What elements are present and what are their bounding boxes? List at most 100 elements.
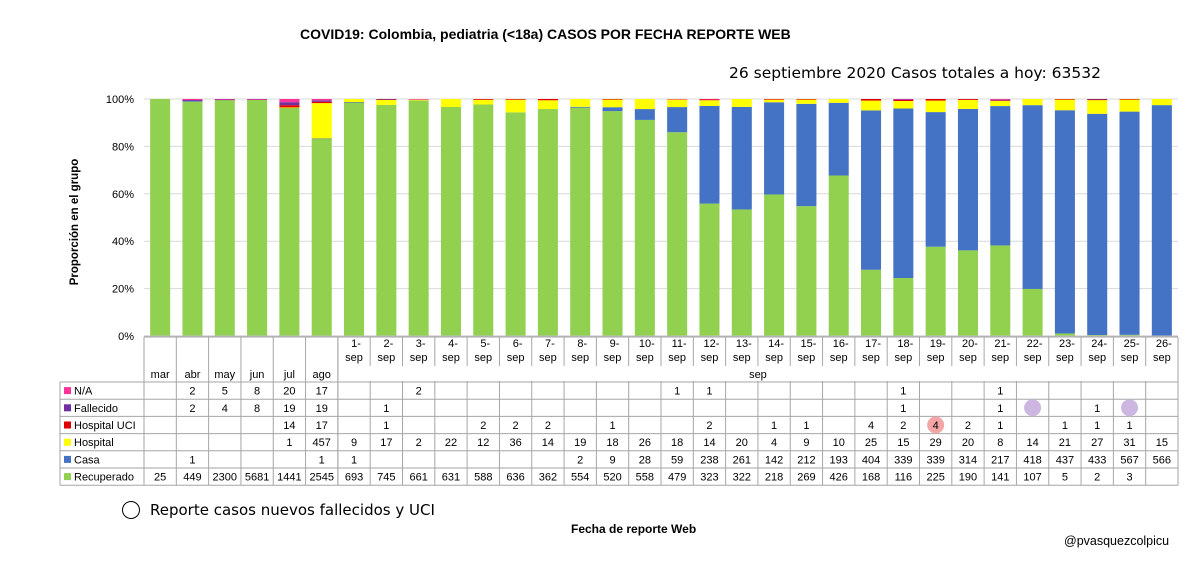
bar-segment-n-a: [408, 99, 429, 100]
bar-segment-recuperado: [1022, 288, 1043, 336]
bar-segment-fallecido: [182, 100, 203, 102]
bar-segment-casa: [602, 107, 623, 112]
x-tick-label-day: 17-: [865, 338, 881, 350]
table-cell-value: 426: [830, 472, 848, 484]
x-tick-label-month-suffix: sep: [1056, 352, 1074, 364]
bar-segment-recuperado: [828, 175, 849, 336]
bar-segment-hospital: [537, 100, 558, 110]
table-cell-value: 8: [254, 403, 260, 415]
table-cell-value: 1: [383, 420, 389, 432]
table-cell-value: 116: [895, 472, 913, 484]
bar-segment-fallecido: [376, 99, 397, 100]
bar-segment-recuperado: [344, 102, 365, 336]
author-credit: @pvasquezcolpicu: [1064, 534, 1170, 548]
x-tick-label-month-suffix: sep: [345, 352, 363, 364]
bar-segment-hospital-uci: [376, 99, 397, 100]
y-tick-label: 60%: [112, 189, 134, 201]
bar-segment-casa: [1022, 105, 1043, 289]
table-cell-value: 2: [416, 437, 422, 449]
table-cell-value: 12: [477, 437, 489, 449]
bar-segment-hospital-uci: [796, 99, 817, 100]
y-tick-label: 100%: [106, 94, 134, 106]
bar-segment-hospital-uci: [473, 99, 494, 100]
bar-segment-recuperado: [473, 104, 494, 336]
bar-segment-n-a: [279, 99, 300, 103]
x-tick-label-day: 6-: [513, 338, 523, 350]
bar-segment-fallecido: [990, 99, 1011, 101]
table-cell-value: 14: [283, 420, 295, 432]
bar-segment-fallecido: [893, 99, 914, 101]
table-cell-value: 1: [319, 454, 325, 466]
table-cell-value: 36: [509, 437, 521, 449]
bar-segment-recuperado: [602, 111, 623, 336]
bar-segment-recuperado: [1054, 333, 1075, 336]
bar-segment-recuperado: [861, 269, 882, 336]
bar-segment-hospital-uci: [861, 99, 882, 101]
x-tick-label-day: 1-: [351, 338, 361, 350]
x-tick-label-month-suffix: sep: [636, 352, 654, 364]
bar-segment-recuperado: [214, 99, 235, 337]
bar-segment-recuperado: [247, 99, 268, 336]
table-cell-value: 437: [1056, 454, 1074, 466]
x-tick-label-month-suffix: sep: [1153, 352, 1171, 364]
table-cell-value: 661: [409, 472, 427, 484]
legend-label: Hospital: [74, 437, 114, 449]
table-cell-value: 25: [154, 472, 166, 484]
table-cell-value: 15: [897, 437, 909, 449]
table-cell-value: 1: [997, 420, 1003, 432]
bar-segment-casa: [731, 106, 752, 210]
legend-swatch: [64, 455, 71, 463]
x-tick-label-day: 26-: [1156, 338, 1172, 350]
bar-segment-casa: [182, 101, 203, 102]
table-cell-value: 362: [539, 472, 557, 484]
table-cell-value: 2: [965, 420, 971, 432]
table-cell-value: 20: [283, 386, 295, 398]
table-cell-value: 9: [351, 437, 357, 449]
table-cell-value: 1: [900, 386, 906, 398]
bar-segment-hospital: [925, 100, 946, 113]
table-cell-value: 1: [706, 386, 712, 398]
table-cell-value: 26: [639, 437, 651, 449]
table-cell-value: 18: [606, 437, 618, 449]
table-cell-value: 1: [900, 403, 906, 415]
bar-segment-hospital-uci: [764, 99, 785, 100]
bar-segment-hospital: [344, 99, 365, 103]
bar-segment-hospital: [570, 99, 591, 107]
x-tick-label-month: ago: [313, 369, 331, 381]
bar-segment-n-a: [893, 99, 914, 100]
bar-segment-hospital: [764, 99, 785, 103]
bar-segment-recuperado: [731, 209, 752, 336]
bar-segment-hospital: [893, 101, 914, 109]
legend-swatch: [64, 473, 71, 481]
table-cell-value: 225: [926, 472, 944, 484]
table-cell-value: 339: [894, 454, 912, 466]
table-cell-value: 15: [1156, 437, 1168, 449]
x-tick-label-month-suffix: sep: [894, 352, 912, 364]
x-tick-label-day: 4-: [448, 338, 458, 350]
bar-segment-hospital: [505, 99, 526, 113]
bar-segment-casa: [828, 102, 849, 176]
table-cell-value: 25: [865, 437, 877, 449]
table-cell-value: 520: [603, 472, 621, 484]
table-cell-value: 168: [862, 472, 880, 484]
x-tick-label-day: 19-: [930, 338, 946, 350]
table-cell-value: 8: [997, 437, 1003, 449]
bar-segment-hospital: [1087, 100, 1108, 114]
y-tick-label: 40%: [112, 236, 134, 248]
x-tick-label-day: 16-: [833, 338, 849, 350]
table-cell-value: 8: [254, 386, 260, 398]
table-cell-value: 2545: [309, 472, 333, 484]
x-tick-label-month-suffix: sep: [571, 352, 589, 364]
bar-segment-casa: [634, 109, 655, 120]
table-cell-value: 433: [1088, 454, 1106, 466]
table-cell-value: 17: [316, 420, 328, 432]
table-cell-value: 4: [868, 420, 874, 432]
table-cell-value: 2: [189, 386, 195, 398]
table-cell-value: 28: [639, 454, 651, 466]
y-tick-label: 80%: [112, 141, 134, 153]
bar-segment-recuperado: [408, 100, 429, 336]
x-tick-label-month-suffix: sep: [668, 352, 686, 364]
table-cell-value: 2: [1094, 472, 1100, 484]
bar-segment-hospital: [1054, 99, 1075, 111]
table-cell-value: 1: [189, 454, 195, 466]
